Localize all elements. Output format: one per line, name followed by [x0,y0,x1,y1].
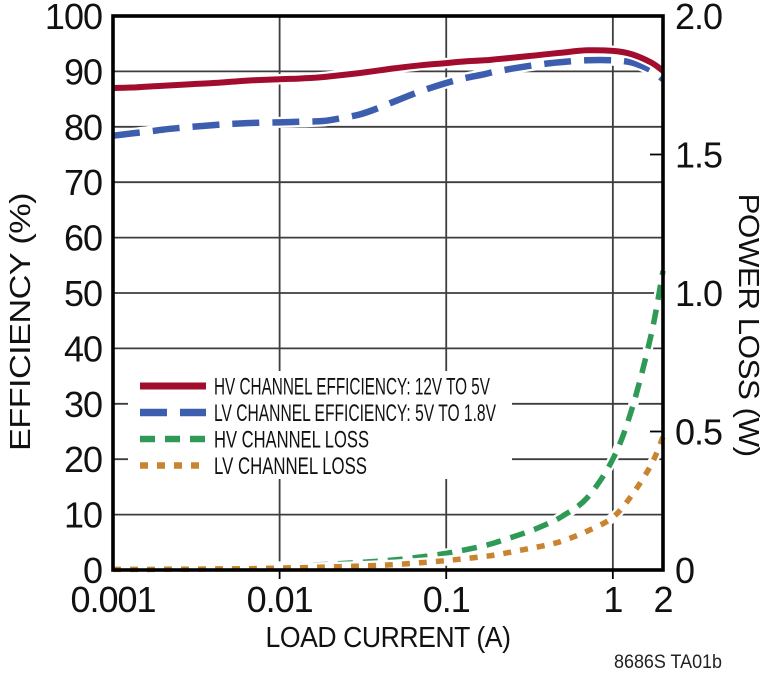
left-tick-label: 70 [64,162,102,203]
left-tick-label: 60 [64,218,102,259]
left-tick-label: 10 [64,495,102,536]
x-tick-label: 0.01 [247,579,313,620]
right-tick-label: 0.5 [675,412,722,453]
curves [112,44,668,575]
right-tick-labels: 2.0 1.5 1.0 0.5 0 [675,0,723,591]
legend-label-hv-loss: HV CHANNEL LOSS [214,427,369,454]
left-tick-label: 80 [64,107,102,148]
x-tick-label: 0.001 [70,579,155,620]
plot-border [111,14,665,572]
left-tick-label: 20 [64,439,102,480]
left-axis-title: EFFICIENCY (%) [5,193,37,451]
x-tick-label: 0.1 [423,579,470,620]
x-axis-title: LOAD CURRENT (A) [266,622,511,654]
left-tick-label: 0 [83,550,102,591]
x-tick-label: 1 [603,579,622,620]
left-tick-label: 90 [64,51,102,92]
right-axis-title: POWER LOSS (W) [732,194,760,457]
legend-label-lv-efficiency: LV CHANNEL EFFICIENCY: 5V TO 1.8V [214,400,496,427]
tick-marks [278,153,663,579]
right-tick-label: 0 [675,550,694,591]
right-tick-label: 2.0 [675,0,722,37]
x-tick-label: 2 [653,579,672,620]
left-tick-label: 100 [45,0,102,37]
right-tick-label: 1.0 [675,273,722,314]
right-tick-label: 1.5 [675,135,722,176]
legend: HV CHANNEL EFFICIENCY: 12V TO 5V LV CHAN… [140,374,496,480]
left-tick-label: 30 [64,384,102,425]
legend-label-lv-loss: LV CHANNEL LOSS [214,453,367,480]
footer-note: 8686S TA01b [614,652,722,673]
left-tick-label: 50 [64,273,102,314]
legend-label-hv-efficiency: HV CHANNEL EFFICIENCY: 12V TO 5V [214,374,490,401]
left-tick-label: 40 [64,328,102,369]
x-tick-labels: 0.001 0.01 0.1 1 2 [70,579,673,620]
curve-lv-efficiency [112,56,666,139]
curve-hv-efficiency [112,47,665,91]
